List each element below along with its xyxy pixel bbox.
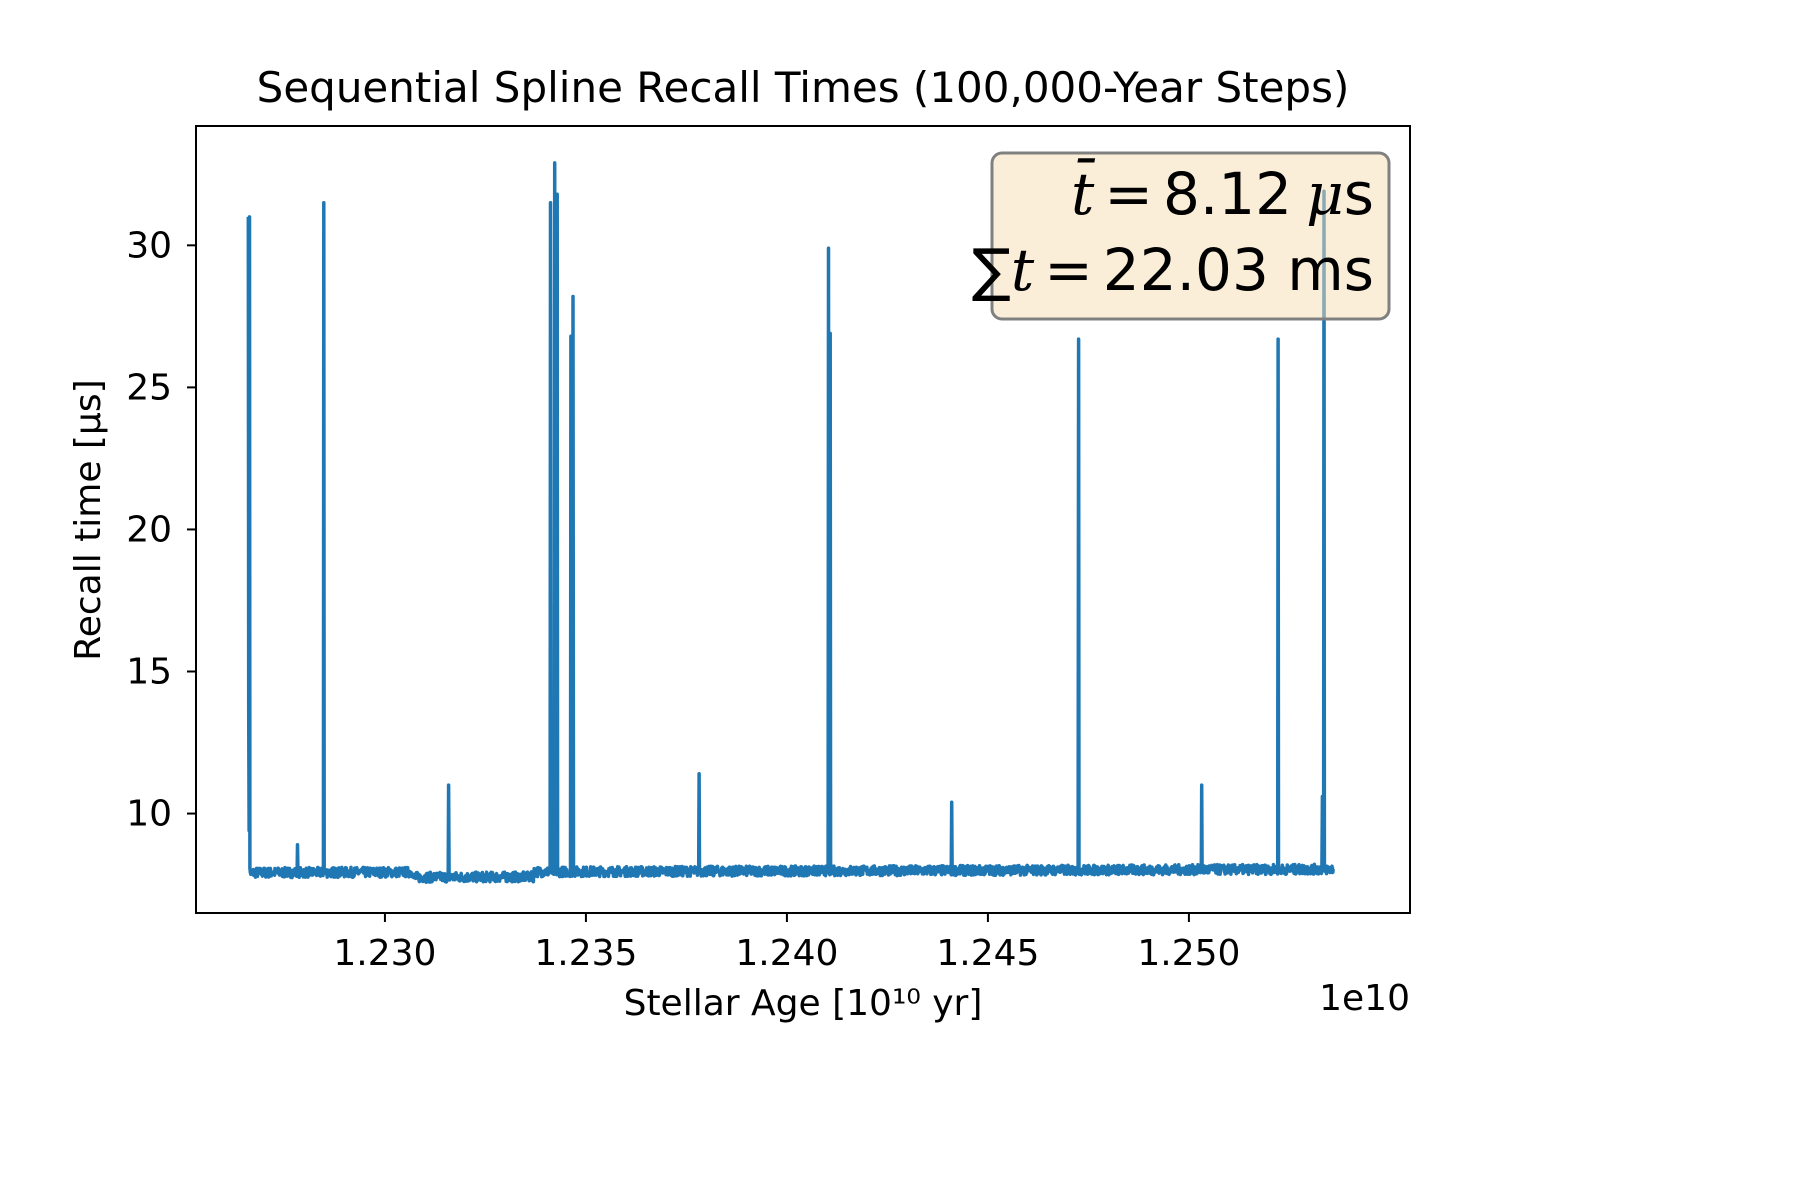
mean-mu-symbol: μ — [1306, 160, 1344, 228]
chart-title: Sequential Spline Recall Times (100,000-… — [257, 63, 1350, 112]
plot-frame — [195, 125, 1411, 914]
x-tick-label: 1.250 — [1137, 933, 1240, 974]
plot-data — [246, 161, 1335, 884]
axis-ticks: 1.230 1.235 1.240 1.245 1.250 10 15 20 25 30 — [126, 225, 1240, 974]
sum-t-symbol: t — [1011, 236, 1035, 304]
mean-equals: = — [1104, 160, 1153, 228]
y-tick-label: 30 — [126, 225, 172, 266]
sum-time-annotation: ∑t = 22.03 ms — [972, 236, 1374, 304]
sum-symbol: ∑ — [972, 236, 1011, 304]
annotation-box — [990, 151, 1391, 321]
mean-value: 8.12 — [1163, 160, 1292, 228]
recall-time-series-line — [246, 161, 1335, 884]
sum-equals: = — [1044, 236, 1093, 304]
x-tick-label: 1.245 — [936, 933, 1039, 974]
x-axis-offset-label: 1e10 — [1319, 978, 1410, 1019]
x-tick-label: 1.235 — [534, 933, 637, 974]
x-tick-label: 1.240 — [735, 933, 838, 974]
sum-value: 22.03 ms — [1103, 236, 1374, 304]
mean-symbol: t̄ — [1071, 157, 1095, 228]
y-axis-label: Recall time [μs] — [68, 379, 109, 660]
y-tick-label: 10 — [126, 794, 172, 835]
x-tick-label: 1.230 — [333, 933, 436, 974]
stats-annotation: t̄ = 8.12 μs ∑t = 22.03 ms — [972, 151, 1391, 321]
y-tick-label: 25 — [126, 367, 172, 408]
x-axis-label: Stellar Age [10¹⁰ yr] — [624, 983, 983, 1024]
y-tick-label: 20 — [126, 509, 172, 550]
mean-time-annotation: t̄ = 8.12 μs — [1071, 157, 1374, 228]
mean-unit: s — [1344, 160, 1374, 228]
y-tick-label: 15 — [126, 652, 172, 693]
